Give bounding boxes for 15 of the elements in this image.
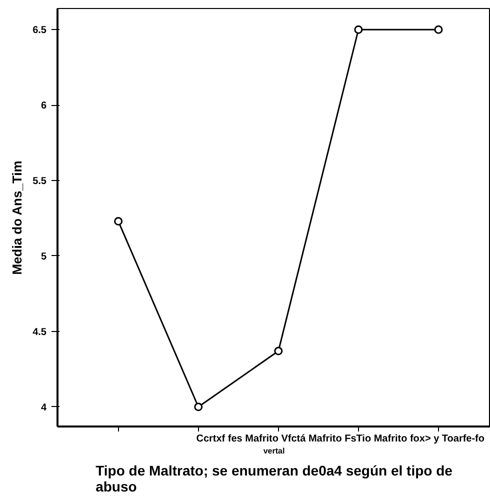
text: vertal	[263, 446, 285, 456]
y-axis-title: Media do Ans_Tim	[10, 160, 25, 275]
point	[354, 25, 363, 34]
text: Ccrtxf fes Mafrito Vfctá Mafrito FsTio Mafrito fox> y Toarfe-fo	[196, 434, 485, 444]
x-axis-title: Tipo de Maltrato; se enumeran de0a4 según el tipo de abuso	[96, 462, 453, 494]
y-tick-label: 6	[40, 100, 47, 112]
y-tick-label: 4.5	[32, 326, 47, 338]
y-tick-label: 5	[40, 251, 47, 262]
point	[194, 402, 203, 412]
y-tick-label: 5.5	[32, 176, 47, 188]
point	[274, 346, 283, 356]
point	[434, 25, 443, 34]
y-tick-label: 6.5	[32, 25, 47, 36]
point	[114, 217, 123, 226]
y-tick-label: 4	[40, 402, 47, 414]
